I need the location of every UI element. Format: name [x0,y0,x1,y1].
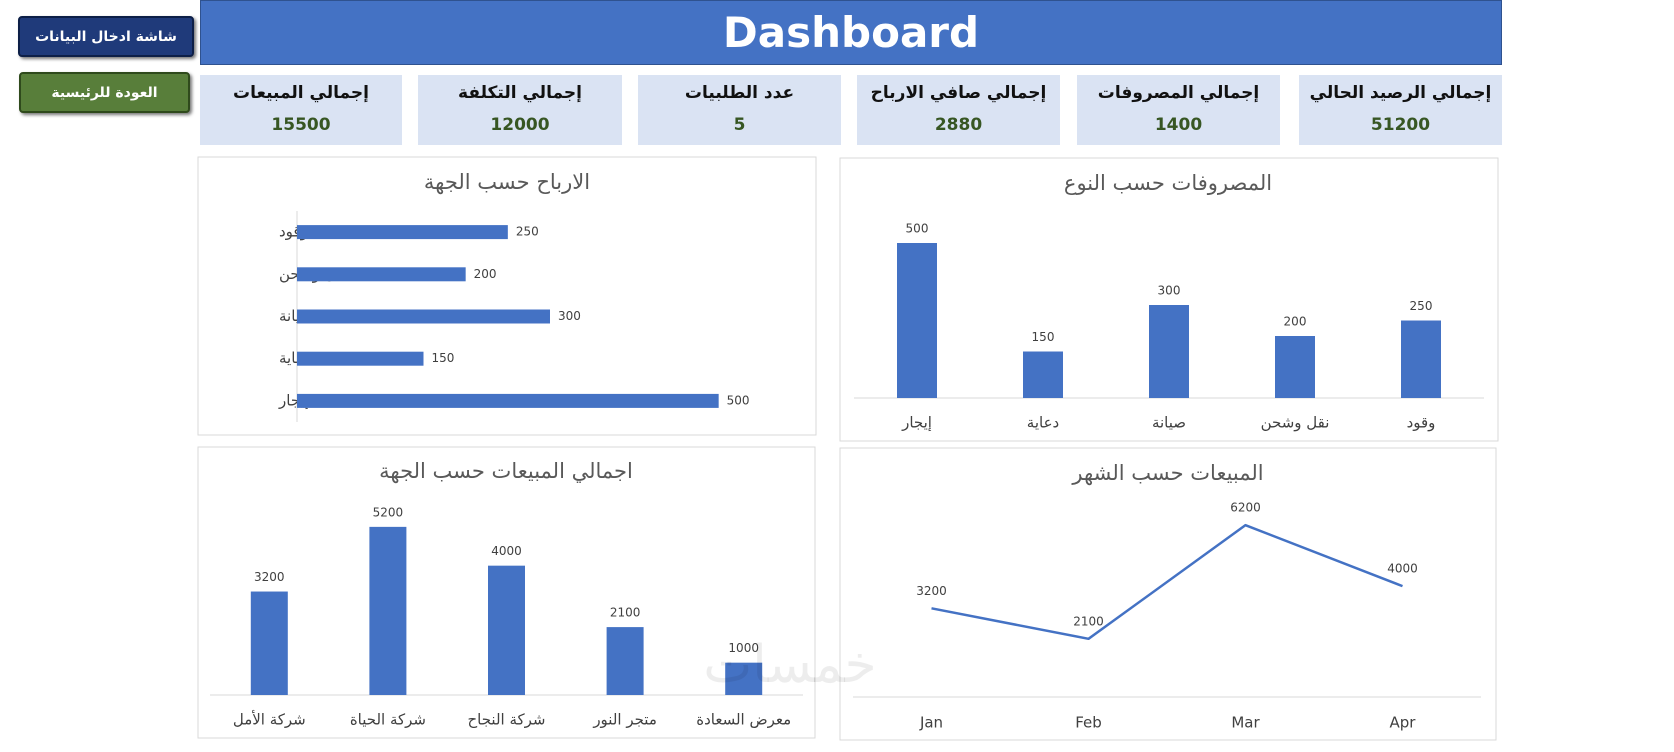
x-category-label: شركة النجاح [468,711,546,729]
x-category-label: Feb [1075,714,1102,732]
data-label: 2100 [610,606,641,620]
data-label: 5200 [373,505,404,519]
x-category-label: Mar [1231,714,1260,732]
kpi-label: إجمالي التكلفة [458,83,582,103]
kpi-label: إجمالي المبيعات [233,83,369,103]
data-label: 300 [1158,284,1181,298]
kpi-value: 5 [733,115,746,135]
chart-title: اجمالي المبيعات حسب الجهة [379,459,633,483]
kpi-value: 12000 [490,115,550,135]
data-entry-button[interactable]: شاشة ادخال البيانات [18,16,194,57]
x-category-label: إيجار [901,414,932,432]
line-series [931,523,1403,641]
x-category-label: معرض السعادة [696,711,791,729]
kpi-card: إجمالي التكلفة 12000 [418,75,622,145]
x-category-label: نقل وشحن [1261,414,1330,432]
kpi-card: إجمالي الرصيد الحالي 51200 [1299,75,1502,145]
kpi-label: إجمالي الرصيد الحالي [1309,83,1492,103]
chart-title: الارباح حسب الجهة [424,170,590,194]
bar [297,225,508,240]
data-label: 500 [727,393,750,407]
header-title: Dashboard [200,0,1502,65]
data-label: 200 [1284,315,1307,329]
data-label: 300 [558,309,581,323]
bar [488,565,525,695]
kpi-label: إجمالي صافي الارباح [870,83,1047,103]
data-label: 200 [474,267,497,281]
data-label: 3200 [254,570,285,584]
x-category-label: Apr [1390,714,1417,732]
data-label: 4000 [491,544,522,558]
kpi-card: عدد الطلبيات 5 [638,75,841,145]
data-label: 2100 [1073,614,1104,628]
bar [250,591,288,695]
chart-panel [839,157,1499,442]
kpi-label: عدد الطلبيات [684,83,795,103]
home-button[interactable]: العودة للرئيسية [19,72,190,113]
data-label: 250 [1410,299,1433,313]
kpi-card: إجمالي صافي الارباح 2880 [857,75,1060,145]
data-label: 4000 [1387,562,1418,576]
kpi-card: إجمالي المبيعات 15500 [200,75,402,145]
bar [1023,351,1063,398]
data-label: 150 [432,351,455,365]
data-label: 250 [516,225,539,239]
data-label: 500 [906,222,929,236]
bar [297,351,424,366]
chart-title: المصروفات حسب النوع [1064,171,1272,195]
x-category-label: Jan [919,714,943,732]
bar [1275,336,1315,398]
data-label: 3200 [916,584,947,598]
kpi-value: 1400 [1154,115,1203,135]
kpi-card: إجمالي المصروفات 1400 [1077,75,1280,145]
x-category-label: وقود [1407,414,1436,432]
bar [725,662,763,695]
chart-title: المبيعات حسب الشهر [1071,461,1263,485]
data-label: 1000 [728,641,759,655]
bar [297,267,466,282]
chart-panel [839,447,1497,741]
data-label: 150 [1032,330,1055,344]
kpi-value: 15500 [271,115,331,135]
bar [606,627,644,695]
bar [1401,320,1441,398]
kpi-value: 51200 [1370,115,1431,135]
kpi-value: 2880 [934,115,983,135]
x-category-label: شركة الحياة [350,711,426,729]
bar [369,526,407,695]
bar [297,393,719,408]
bar [297,309,550,324]
x-category-label: شركة الأمل [233,710,306,729]
kpi-label: إجمالي المصروفات [1097,83,1260,103]
data-label: 6200 [1230,501,1261,515]
watermark: خمسات [703,635,876,695]
x-category-label: دعاية [1027,414,1059,432]
bar [897,243,937,398]
x-category-label: متجر النور [592,711,657,729]
bar [1149,305,1189,398]
chart-panel [197,156,817,436]
x-category-label: صيانة [1152,414,1186,432]
